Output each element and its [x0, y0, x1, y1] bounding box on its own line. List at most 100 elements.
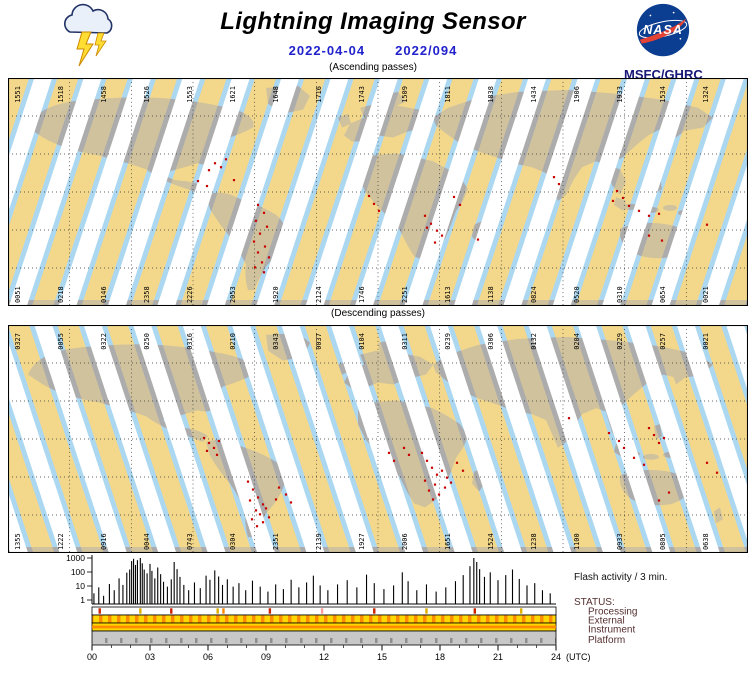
flash-dot	[425, 459, 429, 462]
flash-dot	[207, 441, 211, 445]
flash-dot	[452, 195, 456, 199]
processing-mark	[222, 608, 225, 614]
flash-dot	[248, 499, 252, 502]
processing-mark	[425, 608, 428, 614]
orbit-time-label: 2053	[229, 286, 237, 303]
lightning-bolt-icon	[76, 31, 94, 67]
header: Lightning Imaging Sensor 2022-04-04 2022…	[0, 0, 756, 82]
cloud-shape	[64, 3, 113, 34]
flash-dot	[715, 471, 719, 474]
orbit-time-label: 0916	[100, 533, 108, 550]
flash-dot	[617, 439, 621, 443]
instrument-band-core	[92, 625, 556, 629]
orbit-labels: 1551 1518 1458 1526 1553 1621 1648 1716 1743 1509…	[14, 86, 710, 303]
flash-dot	[647, 214, 651, 217]
orbit-time-label: 0210	[229, 333, 237, 350]
flash-dot	[262, 271, 266, 274]
flash-dot	[284, 493, 288, 496]
flash-dot	[256, 496, 260, 499]
title-block: Lightning Imaging Sensor 2022-04-04 2022…	[120, 8, 626, 73]
orbit-time-label: 0327	[14, 333, 22, 350]
flash-axis	[91, 555, 556, 605]
orbit-time-label: 0306	[487, 333, 495, 350]
orbit-time-label: 0304	[229, 533, 237, 550]
flash-dot	[261, 503, 265, 506]
flash-dot	[205, 449, 209, 452]
flash-dot	[202, 436, 206, 440]
orbit-time-label: 1434	[530, 86, 538, 103]
flash-bars	[93, 558, 551, 604]
flash-dot	[261, 521, 265, 524]
processing-mark	[216, 608, 219, 614]
x-tick-label: 00	[87, 652, 97, 662]
orbit-time-label: 1526	[143, 86, 151, 103]
flash-dot	[667, 491, 671, 494]
flash-dot	[262, 211, 266, 214]
flash-dot	[254, 219, 258, 222]
flash-dot	[627, 204, 631, 207]
flash-dot	[387, 451, 391, 454]
flash-dot	[205, 184, 209, 188]
y-tick-label: 1	[80, 595, 85, 605]
orbit-time-label: 0638	[702, 533, 710, 550]
status-row-instrument: Instrument	[588, 625, 635, 636]
orbit-time-label: 1534	[659, 86, 667, 103]
flash-dots	[202, 417, 719, 528]
star	[672, 11, 675, 14]
orbit-time-label: 0933	[616, 533, 624, 550]
orbit-time-label: 0239	[444, 333, 452, 350]
flash-dot	[420, 451, 424, 454]
orbit-time-label: 2358	[143, 286, 151, 303]
flash-dot	[423, 214, 427, 217]
nasa-logo: NASA	[636, 3, 690, 57]
orbit-time-label: 0520	[573, 286, 581, 303]
flash-dot	[265, 225, 269, 228]
y-axis-ticks: 1000 100 10 1	[66, 553, 92, 605]
flash-dot	[449, 481, 453, 484]
processing-band	[91, 606, 557, 616]
flash-dot	[196, 180, 200, 183]
orbit-time-label: 2124	[315, 286, 323, 303]
flash-dot	[705, 223, 709, 226]
flash-dot	[377, 209, 381, 212]
flash-dot	[251, 488, 255, 491]
flash-dot	[232, 179, 236, 182]
processing-mark	[473, 608, 476, 614]
flash-dot	[440, 469, 444, 472]
orbit-time-label: 0021	[702, 286, 710, 303]
orbit-time-label: 0316	[186, 333, 194, 350]
flash-dot	[274, 498, 278, 501]
platform-band	[91, 630, 557, 646]
orbit-time-label: 1743	[358, 86, 366, 103]
flash-dot	[224, 158, 228, 161]
flash-dot	[567, 417, 571, 420]
x-tick-label: 12	[319, 652, 329, 662]
flash-dot	[662, 436, 666, 440]
orbit-time-label: 1746	[358, 286, 366, 303]
orbit-time-label: 1648	[272, 86, 280, 103]
x-tick-label: 09	[261, 652, 271, 662]
orbit-time-label: 2139	[315, 533, 323, 550]
nasa-meatball	[636, 3, 690, 57]
flash-dot	[476, 238, 480, 241]
flash-dot	[256, 251, 260, 254]
utc-label: (UTC)	[566, 652, 591, 662]
orbit-time-label: 2251	[401, 286, 409, 303]
flash-dot	[267, 256, 271, 259]
descending-map: 0327 0055 0322 0250 0316 0210 0343 0037 0104 0311…	[7, 324, 749, 554]
flash-dot	[217, 439, 221, 443]
flash-dot	[552, 176, 556, 179]
orbit-time-label: 0229	[616, 333, 624, 350]
storm-icon	[58, 2, 120, 70]
flash-dot	[433, 241, 437, 244]
orbit-time-label: 0021	[702, 333, 710, 350]
date-line: 2022-04-04 2022/094	[120, 43, 626, 58]
orbit-time-label: 1238	[530, 533, 538, 550]
orbit-time-label: 0146	[100, 286, 108, 303]
flash-dot	[458, 203, 462, 206]
status-row-processing: Processing	[588, 607, 637, 618]
orbit-time-label: 0055	[57, 333, 65, 350]
ascending-map-wrap: 1551 1518 1458 1526 1553 1621 1648 1716 1743 1509…	[7, 77, 749, 307]
orbit-time-label: 1324	[702, 86, 710, 103]
